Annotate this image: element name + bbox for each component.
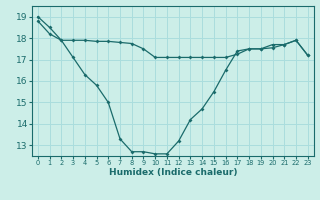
X-axis label: Humidex (Indice chaleur): Humidex (Indice chaleur) (108, 168, 237, 177)
